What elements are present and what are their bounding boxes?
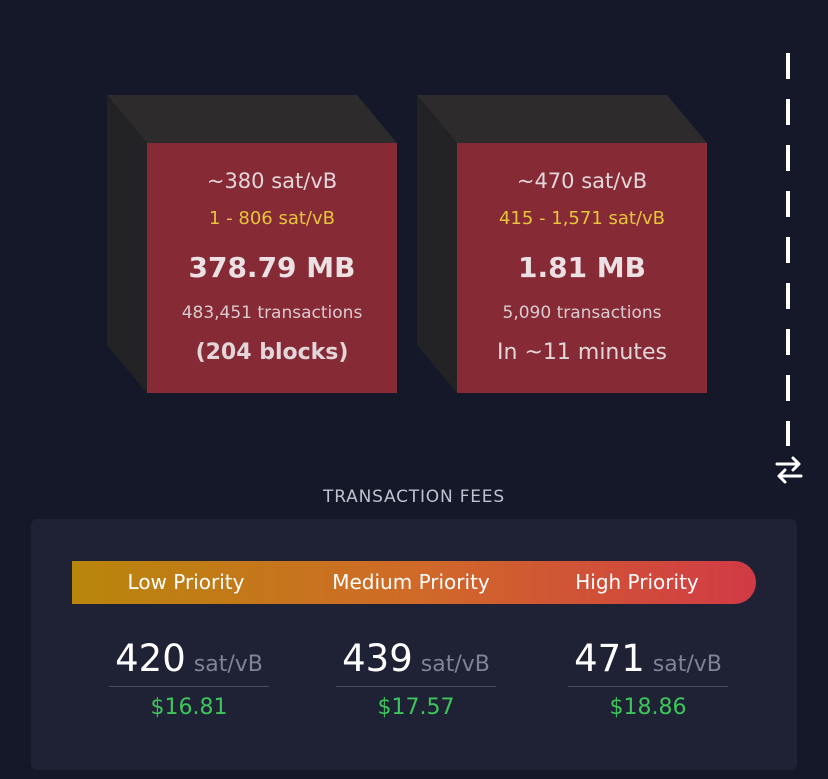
priority-gradient-bar: Low Priority Medium Priority High Priori…: [72, 561, 756, 604]
block-fee-range: 415 - 1,571 sat/vB: [498, 208, 666, 229]
fee-rate-value: 420: [115, 637, 186, 680]
fee-rate-line: 471 sat/vB: [568, 637, 728, 687]
block-side-face: [417, 95, 457, 393]
low-priority-label: Low Priority: [127, 570, 245, 594]
mempool-block-2[interactable]: ~470 sat/vB 415 - 1,571 sat/vB 1.81 MB 5…: [417, 95, 707, 393]
block-tx-count: 5,090 transactions: [502, 303, 662, 323]
fee-rate-value: 439: [342, 637, 413, 680]
block-size: 1.81 MB: [517, 251, 647, 284]
fee-usd-value: $17.57: [377, 695, 455, 720]
fee-rate-line: 420 sat/vB: [109, 637, 269, 687]
fee-rate-unit: sat/vB: [193, 652, 263, 677]
mempool-block-1[interactable]: ~380 sat/vB 1 - 806 sat/vB 378.79 MB 483…: [107, 95, 397, 393]
fees-card: Low Priority Medium Priority High Priori…: [31, 519, 797, 770]
fee-usd-value: $18.86: [609, 695, 687, 720]
block-eta: (204 blocks): [195, 340, 349, 365]
low-priority-fee: 420 sat/vB $16.81: [109, 637, 269, 720]
block-top-face: [417, 95, 707, 143]
fee-usd-value: $16.81: [150, 695, 228, 720]
block-fee-range: 1 - 806 sat/vB: [209, 208, 335, 229]
fee-rate-unit: sat/vB: [652, 652, 722, 677]
mempool-divider: [786, 53, 790, 446]
medium-priority-label: Medium Priority: [332, 570, 490, 594]
high-priority-label: High Priority: [575, 570, 699, 594]
fee-rate-value: 471: [574, 637, 645, 680]
block-size: 378.79 MB: [188, 251, 356, 284]
block-front-face: ~470 sat/vB 415 - 1,571 sat/vB 1.81 MB 5…: [457, 143, 707, 393]
block-side-face: [107, 95, 147, 393]
block-tx-count: 483,451 transactions: [181, 303, 363, 323]
fees-section-title: TRANSACTION FEES: [323, 487, 505, 507]
block-median-fee: ~470 sat/vB: [516, 169, 648, 193]
high-priority-fee: 471 sat/vB $18.86: [568, 637, 728, 720]
block-top-face: [107, 95, 397, 143]
fee-rate-line: 439 sat/vB: [336, 637, 496, 687]
block-front-face: ~380 sat/vB 1 - 806 sat/vB 378.79 MB 483…: [147, 143, 397, 393]
medium-priority-fee: 439 sat/vB $17.57: [336, 637, 496, 720]
fee-rate-unit: sat/vB: [420, 652, 490, 677]
block-median-fee: ~380 sat/vB: [206, 169, 338, 193]
block-eta: In ~11 minutes: [497, 340, 667, 365]
swap-arrows-icon[interactable]: [774, 454, 804, 486]
